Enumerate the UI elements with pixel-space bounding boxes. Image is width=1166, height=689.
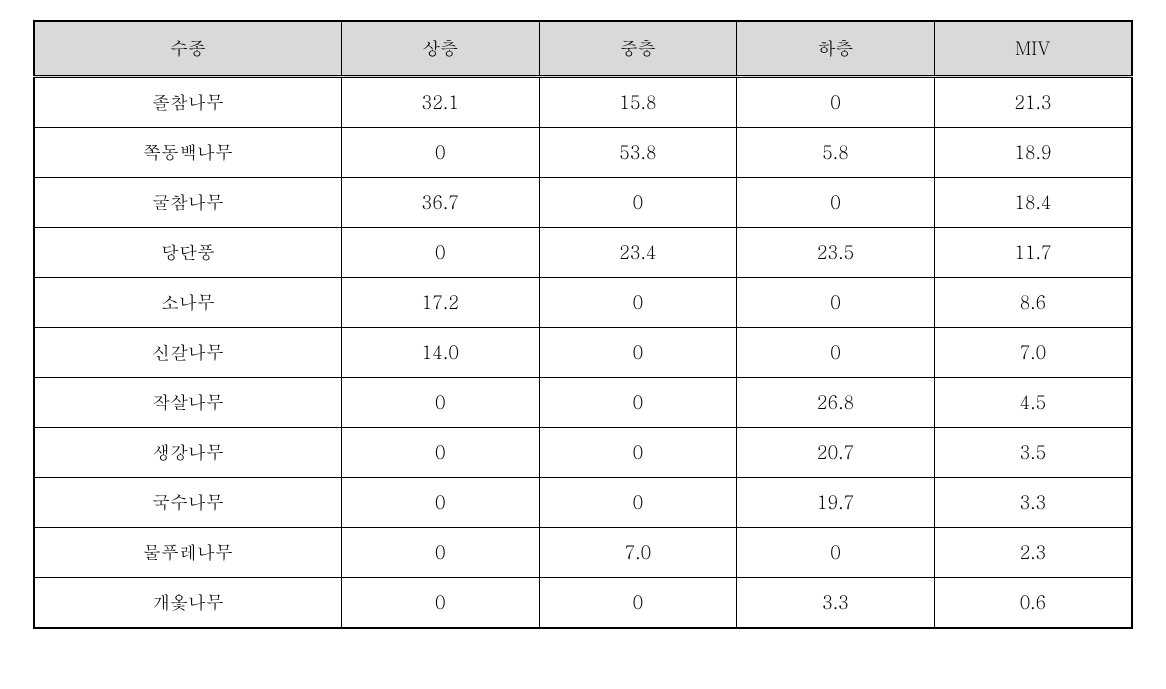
cell-species: 개옻나무: [34, 578, 341, 629]
cell-lower: 0: [737, 178, 935, 228]
cell-middle: 0: [539, 578, 737, 629]
cell-lower: 26.8: [737, 378, 935, 428]
table-row: 쪽동백나무 0 53.8 5.8 18.9: [34, 128, 1132, 178]
table-row: 당단풍 0 23.4 23.5 11.7: [34, 228, 1132, 278]
cell-middle: 0: [539, 478, 737, 528]
cell-upper: 36.7: [341, 178, 539, 228]
cell-middle: 23.4: [539, 228, 737, 278]
cell-miv: 3.3: [934, 478, 1132, 528]
cell-species: 졸참나무: [34, 77, 341, 128]
col-header-middle: 중층: [539, 21, 737, 77]
cell-lower: 0: [737, 528, 935, 578]
cell-miv: 7.0: [934, 328, 1132, 378]
cell-species: 소나무: [34, 278, 341, 328]
cell-middle: 15.8: [539, 77, 737, 128]
cell-upper: 17.2: [341, 278, 539, 328]
table-row: 생강나무 0 0 20.7 3.5: [34, 428, 1132, 478]
cell-middle: 7.0: [539, 528, 737, 578]
cell-miv: 18.4: [934, 178, 1132, 228]
cell-species: 신갈나무: [34, 328, 341, 378]
cell-lower: 0: [737, 328, 935, 378]
cell-species: 당단풍: [34, 228, 341, 278]
cell-species: 굴참나무: [34, 178, 341, 228]
cell-upper: 0: [341, 528, 539, 578]
cell-middle: 0: [539, 328, 737, 378]
cell-upper: 14.0: [341, 328, 539, 378]
col-header-lower: 하층: [737, 21, 935, 77]
table-row: 개옻나무 0 0 3.3 0.6: [34, 578, 1132, 629]
cell-upper: 0: [341, 478, 539, 528]
cell-lower: 3.3: [737, 578, 935, 629]
table-row: 굴참나무 36.7 0 0 18.4: [34, 178, 1132, 228]
cell-middle: 53.8: [539, 128, 737, 178]
cell-species: 작살나무: [34, 378, 341, 428]
col-header-species: 수종: [34, 21, 341, 77]
cell-upper: 0: [341, 578, 539, 629]
cell-miv: 4.5: [934, 378, 1132, 428]
cell-middle: 0: [539, 178, 737, 228]
table-row: 졸참나무 32.1 15.8 0 21.3: [34, 77, 1132, 128]
cell-upper: 0: [341, 228, 539, 278]
cell-lower: 5.8: [737, 128, 935, 178]
species-table: 수종 상층 중층 하층 MIV 졸참나무 32.1 15.8 0 21.3 쪽동…: [33, 20, 1133, 629]
cell-miv: 18.9: [934, 128, 1132, 178]
cell-lower: 0: [737, 77, 935, 128]
cell-miv: 21.3: [934, 77, 1132, 128]
cell-lower: 19.7: [737, 478, 935, 528]
cell-upper: 0: [341, 428, 539, 478]
table-row: 소나무 17.2 0 0 8.6: [34, 278, 1132, 328]
cell-species: 물푸레나무: [34, 528, 341, 578]
cell-lower: 20.7: [737, 428, 935, 478]
cell-upper: 0: [341, 378, 539, 428]
table-row: 국수나무 0 0 19.7 3.3: [34, 478, 1132, 528]
cell-lower: 23.5: [737, 228, 935, 278]
cell-miv: 2.3: [934, 528, 1132, 578]
cell-miv: 0.6: [934, 578, 1132, 629]
table-body: 졸참나무 32.1 15.8 0 21.3 쪽동백나무 0 53.8 5.8 1…: [34, 77, 1132, 629]
cell-lower: 0: [737, 278, 935, 328]
cell-miv: 11.7: [934, 228, 1132, 278]
table-row: 신갈나무 14.0 0 0 7.0: [34, 328, 1132, 378]
cell-middle: 0: [539, 428, 737, 478]
cell-species: 국수나무: [34, 478, 341, 528]
table-row: 물푸레나무 0 7.0 0 2.3: [34, 528, 1132, 578]
cell-upper: 0: [341, 128, 539, 178]
table-row: 작살나무 0 0 26.8 4.5: [34, 378, 1132, 428]
table-header-row: 수종 상층 중층 하층 MIV: [34, 21, 1132, 77]
cell-species: 생강나무: [34, 428, 341, 478]
col-header-upper: 상층: [341, 21, 539, 77]
cell-miv: 8.6: [934, 278, 1132, 328]
cell-species: 쪽동백나무: [34, 128, 341, 178]
col-header-miv: MIV: [934, 21, 1132, 77]
cell-upper: 32.1: [341, 77, 539, 128]
cell-middle: 0: [539, 278, 737, 328]
cell-miv: 3.5: [934, 428, 1132, 478]
cell-middle: 0: [539, 378, 737, 428]
